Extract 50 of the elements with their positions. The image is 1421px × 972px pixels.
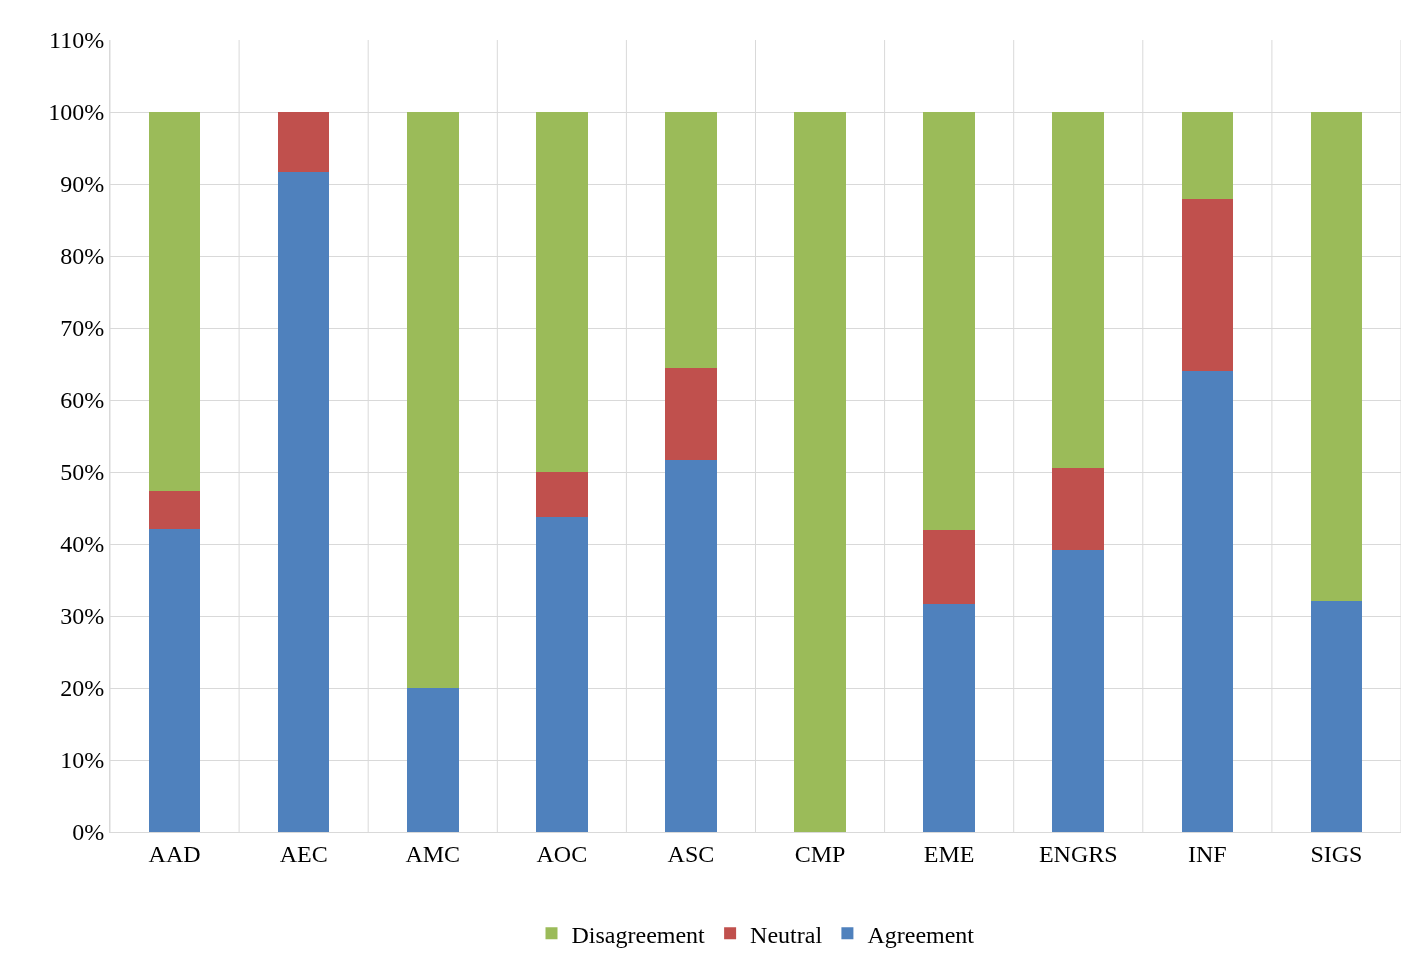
legend-label: Neutral — [750, 921, 823, 948]
bar — [406, 112, 459, 688]
bar — [1181, 371, 1234, 832]
bar — [665, 368, 717, 461]
x-tick-label: ASC — [667, 840, 715, 867]
bar — [1310, 112, 1363, 601]
bar — [665, 112, 717, 369]
y-tick-label: 90% — [60, 171, 105, 198]
x-tick-label: AMC — [405, 840, 461, 867]
bar — [148, 491, 201, 529]
y-tick-label: 20% — [60, 675, 105, 702]
y-tick-label: 30% — [60, 603, 105, 630]
bar — [1181, 112, 1234, 200]
bar — [1310, 600, 1363, 832]
bar — [277, 112, 330, 172]
bar — [923, 604, 975, 832]
bar — [406, 688, 459, 832]
bar — [148, 112, 201, 492]
y-tick-label: 10% — [60, 747, 105, 774]
bar — [536, 112, 588, 472]
bar — [277, 171, 330, 832]
x-tick-label: INF — [1188, 840, 1227, 867]
bar — [536, 472, 588, 517]
x-tick-label: SIGS — [1310, 840, 1363, 867]
bar — [923, 112, 975, 530]
y-tick-label: 40% — [60, 531, 105, 558]
y-tick-label: 50% — [60, 459, 105, 486]
y-tick-label: 80% — [60, 243, 105, 270]
y-tick-label: 100% — [48, 99, 105, 126]
y-tick-label: 70% — [60, 315, 105, 342]
legend-label: Agreement — [867, 921, 975, 948]
y-tick-label: 0% — [72, 819, 105, 846]
y-tick-label: 110% — [49, 27, 105, 54]
x-tick-label: AAD — [148, 840, 201, 867]
bar — [665, 460, 717, 832]
x-tick-label: EME — [923, 840, 975, 867]
bar — [1181, 199, 1234, 372]
y-tick-label: 60% — [60, 387, 105, 414]
bar — [1052, 467, 1105, 551]
legend-label: Disagreement — [571, 921, 706, 948]
bar — [148, 528, 201, 832]
bar — [923, 529, 975, 605]
x-tick-label: CMP — [794, 840, 846, 867]
bar — [1052, 550, 1105, 832]
x-tick-label: AEC — [279, 840, 328, 867]
bar — [536, 516, 588, 832]
x-tick-label: AOC — [536, 840, 588, 867]
bar — [794, 112, 846, 832]
bar — [1052, 112, 1105, 468]
x-tick-label: ENGRS — [1038, 840, 1118, 867]
